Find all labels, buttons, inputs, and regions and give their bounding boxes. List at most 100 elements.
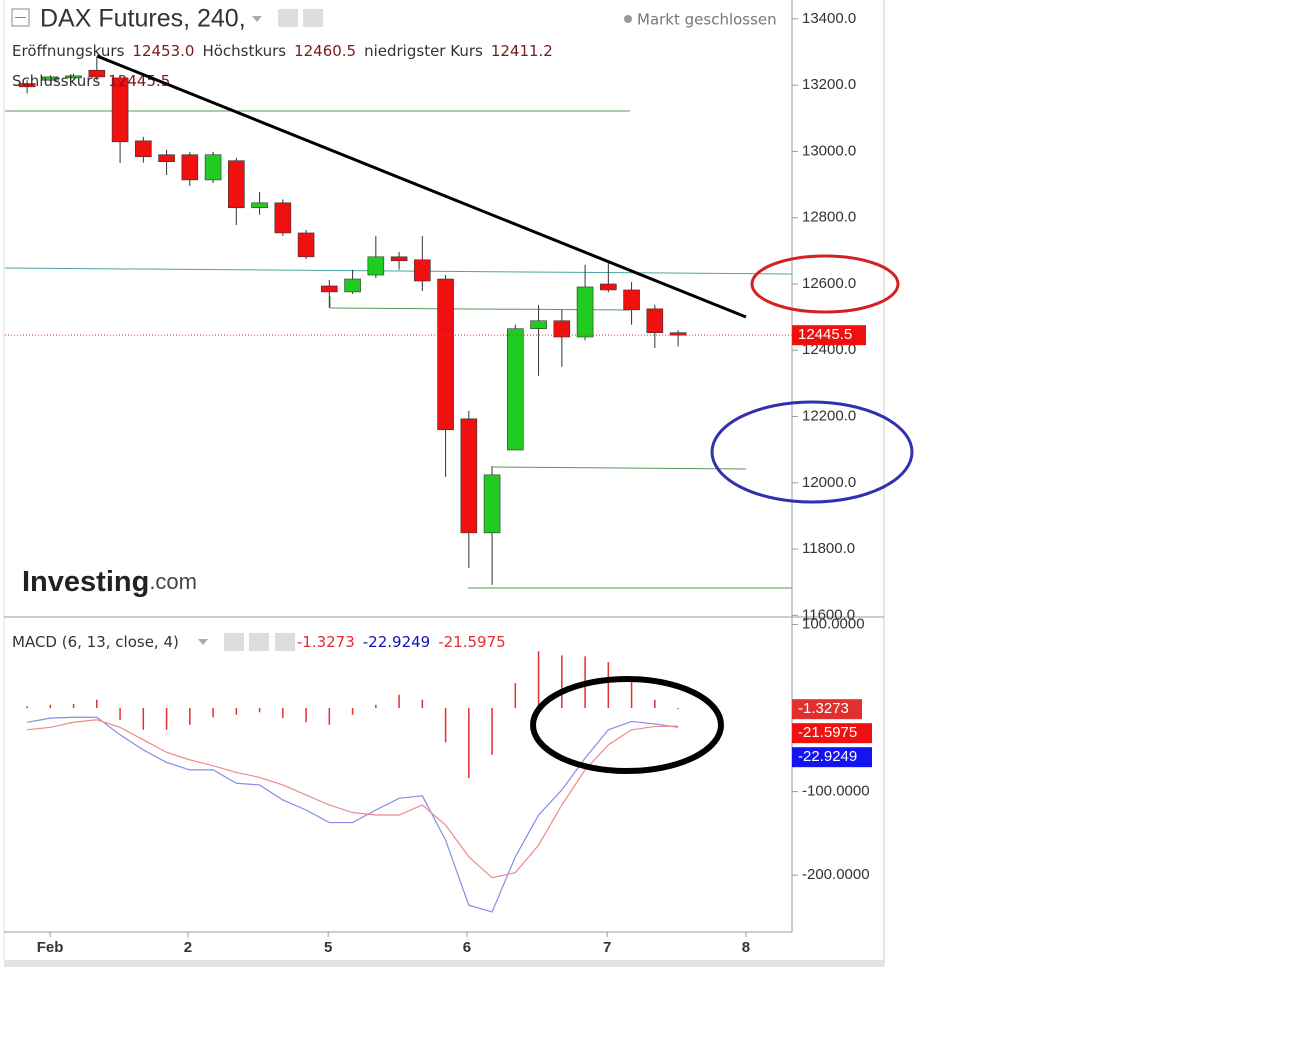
level-line (492, 466, 747, 470)
collapse-icon[interactable] (11, 8, 30, 27)
candle-body (274, 202, 292, 234)
macd-line (26, 716, 679, 913)
candle-body (553, 320, 571, 338)
y-tick-label: 13200.0 (802, 76, 856, 93)
series (5, 56, 792, 913)
candle-body (181, 154, 199, 181)
candle-body (88, 69, 106, 78)
header: DAX Futures, 240, Markt geschlossen Eröf… (11, 5, 777, 90)
dropdown[interactable] (252, 16, 262, 22)
macd-value: -22.9249 (363, 633, 430, 651)
ellipse-black (530, 676, 724, 774)
candle-body (530, 320, 547, 330)
ohlc-name: Höchstkurs (202, 42, 286, 60)
status-dot (624, 15, 632, 23)
last-price-label: 12445.5 (798, 326, 852, 343)
candle-body (460, 418, 478, 534)
x-tick-label: Feb (37, 939, 64, 956)
macd-header: MACD (6, 13, close, 4) -1.3273 -22.9249 -21… (12, 633, 506, 651)
ohlc-name: Eröffnungskurs (12, 42, 125, 60)
eye-icon[interactable] (224, 633, 244, 651)
chart-frame (4, 0, 884, 962)
candle-body (135, 140, 152, 158)
y-tick-label: 11800.0 (802, 540, 855, 557)
candle-body (65, 75, 82, 79)
x-tick-label: 2 (184, 939, 192, 956)
y-tick-label: -200.0000 (802, 866, 870, 883)
status: Markt geschlossen (637, 11, 777, 29)
candle-body (367, 256, 385, 276)
y-tick-label: 11600.0 (802, 606, 855, 623)
ohlc-legend: Eröffnungskurs 12453.0 Höchstkurs 12460.5 ni… (12, 42, 553, 60)
y-tick-label: 12600.0 (802, 275, 856, 292)
brand: Investing (22, 566, 149, 598)
y-tick-label: -100.0000 (802, 783, 870, 800)
ohlc-value: 12445.5 (108, 72, 170, 90)
scrollbar (4, 960, 884, 967)
brand-suffix: .com (149, 569, 197, 594)
macd-badge-bg (792, 747, 872, 768)
ohlc-value: 12453.0 (132, 42, 194, 60)
candle-body (390, 256, 408, 262)
y-tick-label: 13000.0 (802, 142, 856, 159)
x-tick-label: 8 (742, 939, 750, 956)
x-tick-label: 7 (603, 939, 611, 956)
close-icon[interactable] (275, 633, 295, 651)
candle-body (204, 154, 222, 181)
candle-body (414, 259, 431, 282)
level-line (4, 267, 793, 275)
overlay (96, 54, 914, 774)
candle-body (437, 278, 454, 431)
trend-line (96, 54, 747, 319)
candle-body (669, 332, 687, 336)
candle-body (297, 232, 315, 258)
y-tick-label: 12000.0 (802, 474, 856, 491)
macd-title: MACD (6, 13, close, 4) (12, 633, 179, 651)
candle-body (251, 202, 268, 209)
ellipse-blue (710, 400, 914, 504)
macd-badge: -21.5975 (798, 724, 857, 741)
macd-badge: -1.3273 (798, 700, 849, 717)
y-tick-label: 12800.0 (802, 209, 856, 226)
y-tick-label: 100.0000 (802, 615, 865, 632)
ellipse-red (750, 254, 900, 314)
candle-body (600, 283, 617, 291)
macd-value: -1.3273 (297, 633, 355, 651)
settings-icon[interactable] (249, 633, 269, 651)
y-tick-label: 12400.0 (802, 341, 856, 358)
candle-body (507, 328, 524, 451)
candle-body (158, 154, 175, 163)
candle-body (18, 83, 36, 88)
ohlc-value: 12411.2 (491, 42, 553, 60)
candle-body (483, 474, 501, 534)
ohlc-value: 12460.5 (294, 42, 356, 60)
candle-body (623, 289, 640, 311)
candle-body (646, 308, 664, 333)
candle-body (344, 278, 361, 293)
candle-body (321, 285, 338, 293)
macd-badge: -22.9249 (798, 748, 857, 765)
x-tick-label: 6 (463, 939, 471, 956)
candle-body (42, 76, 59, 81)
candle-body (228, 160, 245, 209)
macd-badge-bg (792, 699, 862, 720)
settings-icon[interactable] (303, 9, 323, 27)
ohlc-legend: Schlusskurs 12445.5 (12, 72, 170, 90)
y-tick-label: 13400.0 (802, 10, 856, 27)
macd-line (27, 719, 679, 879)
macd-badge-bg (792, 723, 872, 744)
candle-body (111, 77, 129, 143)
x-tick-label: 5 (324, 939, 332, 956)
drawings (4, 110, 793, 589)
ohlc-name: niedrigster Kurs (364, 42, 483, 60)
svg-text:Investing.com: Investing.com (22, 566, 197, 598)
y-tick-label: 12200.0 (802, 407, 856, 424)
watermark: Investing.com (22, 566, 197, 598)
eye-icon[interactable] (278, 9, 298, 27)
dropdown[interactable] (198, 639, 208, 645)
last-price-bg (792, 325, 866, 346)
title: DAX Futures, 240, (40, 5, 246, 33)
macd-legend: MACD (6, 13, close, 4) -1.3273 -22.9249 -21… (12, 633, 506, 651)
